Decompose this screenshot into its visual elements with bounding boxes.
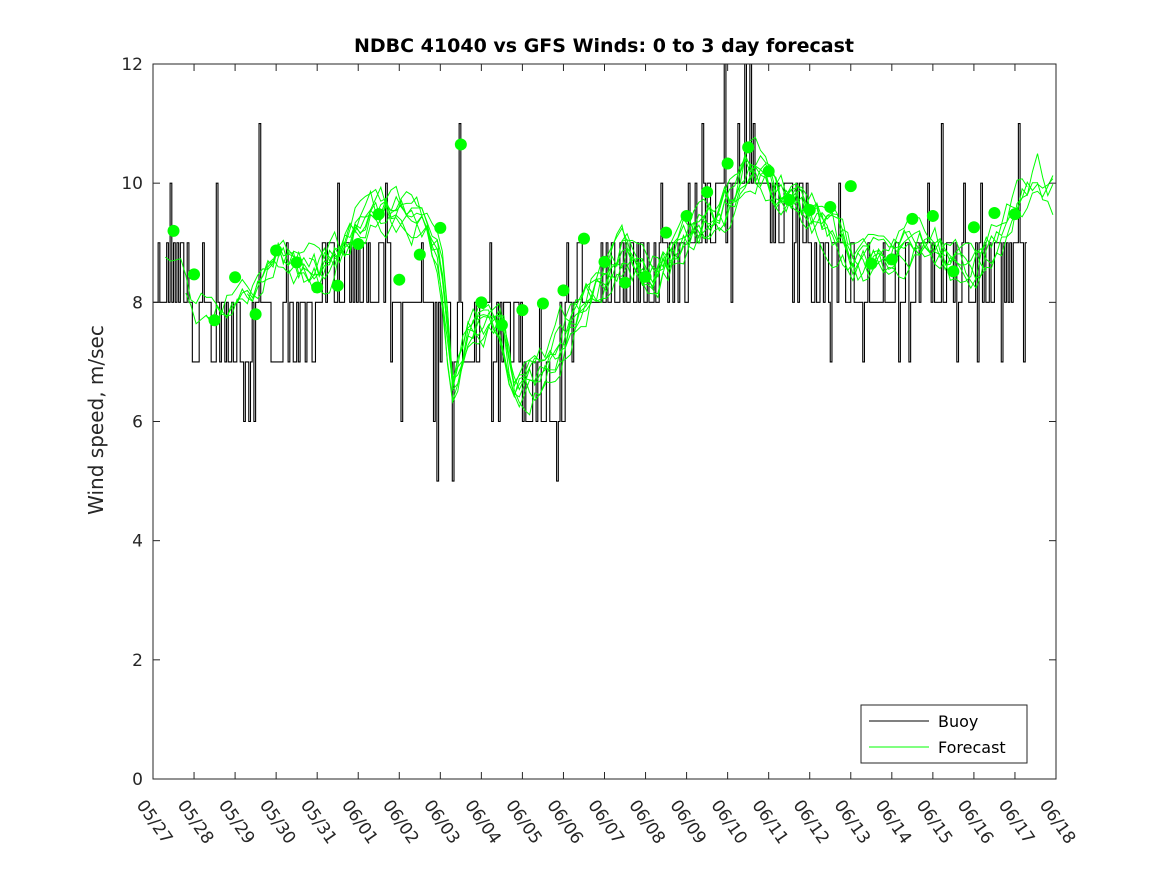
forecast-marker-point — [536, 297, 549, 310]
forecast-marker-point — [885, 253, 898, 266]
forecast-marker-point — [434, 221, 447, 234]
forecast-marker-point — [413, 248, 426, 261]
forecast-marker-point — [352, 237, 365, 250]
series-layer — [153, 63, 1054, 482]
y-tick-label: 6 — [132, 413, 143, 433]
y-tick-label: 10 — [121, 174, 143, 194]
forecast-marker-point — [557, 284, 570, 297]
forecast-run-line — [267, 153, 1054, 396]
forecast-marker-point — [516, 304, 529, 317]
forecast-marker-point — [680, 209, 693, 222]
forecast-marker-point — [311, 281, 324, 294]
forecast-run-line — [308, 136, 1054, 402]
forecast-marker-point — [495, 318, 508, 331]
legend-box — [860, 704, 1028, 764]
forecast-marker-point — [208, 314, 221, 327]
forecast-marker-point — [783, 193, 796, 206]
forecast-marker-point — [270, 244, 283, 257]
forecast-marker-point — [598, 255, 611, 268]
forecast-marker-point — [372, 208, 385, 221]
y-tick-label: 12 — [121, 55, 143, 75]
forecast-marker-point — [721, 157, 734, 170]
forecast-run-line — [246, 154, 1054, 404]
forecast-marker-point — [454, 138, 467, 151]
forecast-marker-point — [1008, 208, 1021, 221]
legend-buoy-label: Buoy — [938, 712, 978, 731]
forecast-marker-point — [249, 308, 262, 321]
y-tick-label: 4 — [132, 532, 143, 552]
buoy-series-line — [153, 63, 1027, 482]
forecast-marker-point — [926, 209, 939, 222]
legend-forecast-label: Forecast — [938, 738, 1006, 757]
forecast-marker-point — [660, 226, 673, 239]
forecast-marker-point — [577, 232, 590, 245]
forecast-marker-point — [844, 180, 857, 193]
forecast-marker-point — [188, 268, 201, 281]
forecast-marker-point — [639, 270, 652, 283]
forecast-marker-point — [947, 265, 960, 278]
forecast-marker-point — [742, 141, 755, 154]
forecast-marker-point — [701, 186, 714, 199]
forecast-marker-point — [475, 296, 488, 309]
y-tick-label: 0 — [132, 770, 143, 790]
forecast-marker-point — [803, 203, 816, 216]
forecast-marker-point — [988, 206, 1001, 219]
forecast-marker-point — [619, 276, 632, 289]
forecast-run-line — [287, 153, 1054, 409]
legend: Buoy Forecast — [860, 704, 1028, 764]
forecast-marker-point — [762, 165, 775, 178]
forecast-marker-point — [865, 257, 878, 270]
forecast-marker-point — [229, 271, 242, 284]
forecast-marker-point — [824, 201, 837, 213]
forecast-marker-point — [967, 221, 980, 234]
forecast-marker-point — [331, 279, 344, 292]
forecast-marker-point — [393, 273, 406, 286]
y-axis-label: Wind speed, m/sec — [84, 325, 108, 515]
forecast-marker-point — [167, 224, 180, 237]
chart-title: NDBC 41040 vs GFS Winds: 0 to 3 day fore… — [354, 35, 854, 57]
y-tick-label: 8 — [132, 293, 143, 313]
forecast-marker-point — [906, 212, 919, 225]
y-tick-label: 2 — [132, 651, 143, 671]
forecast-marker-point — [290, 256, 303, 269]
